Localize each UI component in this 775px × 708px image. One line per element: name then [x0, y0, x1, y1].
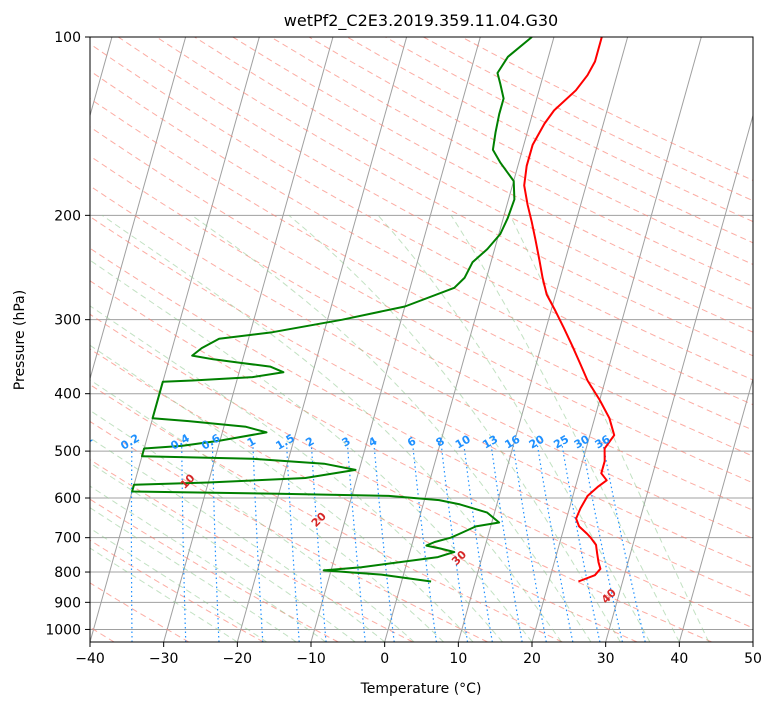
x-tick-label: 50: [744, 651, 762, 667]
chart-title: wetPf2_C2E3.2019.359.11.04.G30: [284, 11, 558, 31]
isotherm-line: [531, 37, 702, 642]
moist-adiabat-line: [101, 214, 562, 642]
isotherm-line: [752, 640, 753, 642]
moist-adiabat-line: [90, 547, 238, 642]
dry-adiabat-line: [90, 43, 753, 406]
moist-adiabat-line: [90, 507, 297, 642]
dry-adiabat-line: [156, 37, 753, 357]
moist-adiabat-line: [377, 214, 651, 642]
y-tick-label: 400: [54, 387, 81, 403]
isotherm-line: [678, 376, 753, 642]
dry-adiabat-line: [90, 420, 488, 642]
mixing-ratio-label: 0.1: [72, 432, 95, 453]
moist-adiabat-line: [90, 379, 444, 642]
mixing-ratio-line: [490, 445, 523, 642]
mixing-ratio-line: [602, 445, 646, 642]
x-tick-label: 30: [597, 651, 615, 667]
moist-adiabat-line: [90, 259, 533, 642]
moist-adiabat-line: [90, 485, 326, 642]
moist-adiabat-line: [450, 215, 680, 642]
x-tick-label: −30: [149, 651, 179, 667]
mixing-ratio-line: [536, 445, 574, 642]
y-tick-label: 600: [54, 491, 81, 507]
mixing-ratio-line: [512, 445, 547, 642]
moist-adiabat-line: [90, 437, 386, 642]
moist-adiabat-line: [90, 527, 268, 642]
mixing-ratio-line: [582, 445, 623, 642]
moist-adiabat-line: [90, 409, 415, 642]
dry-adiabat-line: [90, 348, 638, 642]
x-tick-label: 20: [523, 651, 541, 667]
y-tick-label: 500: [54, 444, 81, 460]
mixing-ratio-line: [561, 445, 601, 642]
isotherm-line: [605, 113, 753, 642]
dry-adiabat-line: [90, 155, 753, 511]
dry-adiabat-line: [194, 37, 753, 333]
y-tick-label: 800: [54, 565, 81, 581]
dry-adiabat-line: [90, 459, 414, 642]
y-tick-label: 100: [54, 30, 81, 46]
y-tick-label: 700: [54, 531, 81, 547]
y-axis-title: Pressure (hPa): [12, 290, 28, 390]
plot-frame: [89, 36, 754, 643]
dry-adiabat-line: [90, 247, 753, 598]
dry-adiabat-line: [90, 70, 753, 431]
x-axis-title: Temperature (°C): [360, 681, 482, 697]
dry-adiabat-line: [90, 384, 563, 642]
isotherm-line: [163, 37, 334, 642]
x-tick-label: −40: [75, 651, 105, 667]
dry-adiabat-line: [90, 313, 712, 642]
mixing-ratio-line: [82, 446, 85, 642]
moist-adiabat-line: [90, 344, 474, 642]
dry-adiabat-line: [90, 539, 264, 642]
dry-adiabat-line: [90, 216, 753, 568]
isotherm-line: [236, 37, 408, 642]
x-tick-label: −10: [296, 651, 326, 667]
moist-adiabat-line: [288, 214, 621, 642]
isotherm-line: [90, 37, 260, 642]
x-tick-label: 10: [449, 651, 467, 667]
isotherm-line: [90, 37, 187, 381]
plot-background: [90, 37, 753, 642]
x-tick-label: −20: [223, 651, 253, 667]
isotherm-line: [384, 37, 555, 642]
temperature-profile-line: [523, 37, 616, 583]
x-tick-label: 40: [670, 651, 688, 667]
dewpoint-profile-line: [131, 37, 533, 583]
y-tick-label: 1000: [45, 622, 81, 638]
x-tick-label: 0: [380, 651, 389, 667]
y-tick-label: 300: [54, 313, 81, 329]
dry-adiabat-line: [90, 582, 190, 642]
moist-adiabat-line: [90, 462, 356, 642]
moist-adiabat-line: [509, 215, 710, 642]
y-tick-label: 200: [54, 208, 81, 224]
y-tick-label: 900: [54, 595, 81, 611]
